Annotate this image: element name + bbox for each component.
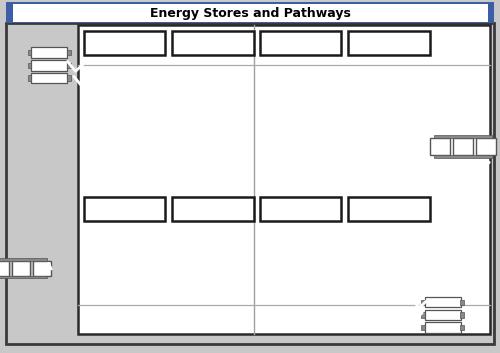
Bar — [260, 197, 341, 221]
Bar — [452, 138, 472, 155]
Bar — [0, 258, 47, 261]
Bar — [348, 197, 430, 221]
Bar — [84, 197, 165, 221]
Bar — [172, 197, 254, 221]
Bar — [476, 138, 496, 155]
Bar — [434, 135, 492, 138]
Bar — [348, 31, 430, 55]
Text: Energy Stores and Pathways: Energy Stores and Pathways — [150, 7, 350, 20]
Bar — [67, 50, 70, 55]
Bar — [31, 47, 67, 58]
Bar — [421, 299, 424, 305]
Bar — [12, 261, 30, 276]
Bar — [28, 63, 31, 68]
Bar — [0, 261, 10, 276]
Bar — [32, 261, 50, 276]
Bar — [28, 76, 31, 81]
Bar — [260, 31, 341, 55]
Bar — [460, 299, 464, 305]
Bar — [31, 60, 67, 71]
Bar — [67, 76, 70, 81]
Bar — [424, 297, 460, 307]
Bar — [0, 276, 47, 279]
Bar — [6, 2, 494, 23]
Bar — [424, 322, 460, 333]
Bar — [460, 325, 464, 330]
Bar — [84, 31, 165, 55]
Bar — [78, 25, 490, 334]
Bar — [12, 4, 488, 22]
Bar — [31, 73, 67, 83]
Bar — [67, 63, 70, 68]
Bar — [430, 138, 450, 155]
Bar — [434, 155, 492, 158]
Bar — [424, 310, 460, 320]
Bar — [28, 50, 31, 55]
Bar — [172, 31, 254, 55]
Bar — [421, 325, 424, 330]
Bar — [460, 312, 464, 318]
Bar — [421, 312, 424, 318]
